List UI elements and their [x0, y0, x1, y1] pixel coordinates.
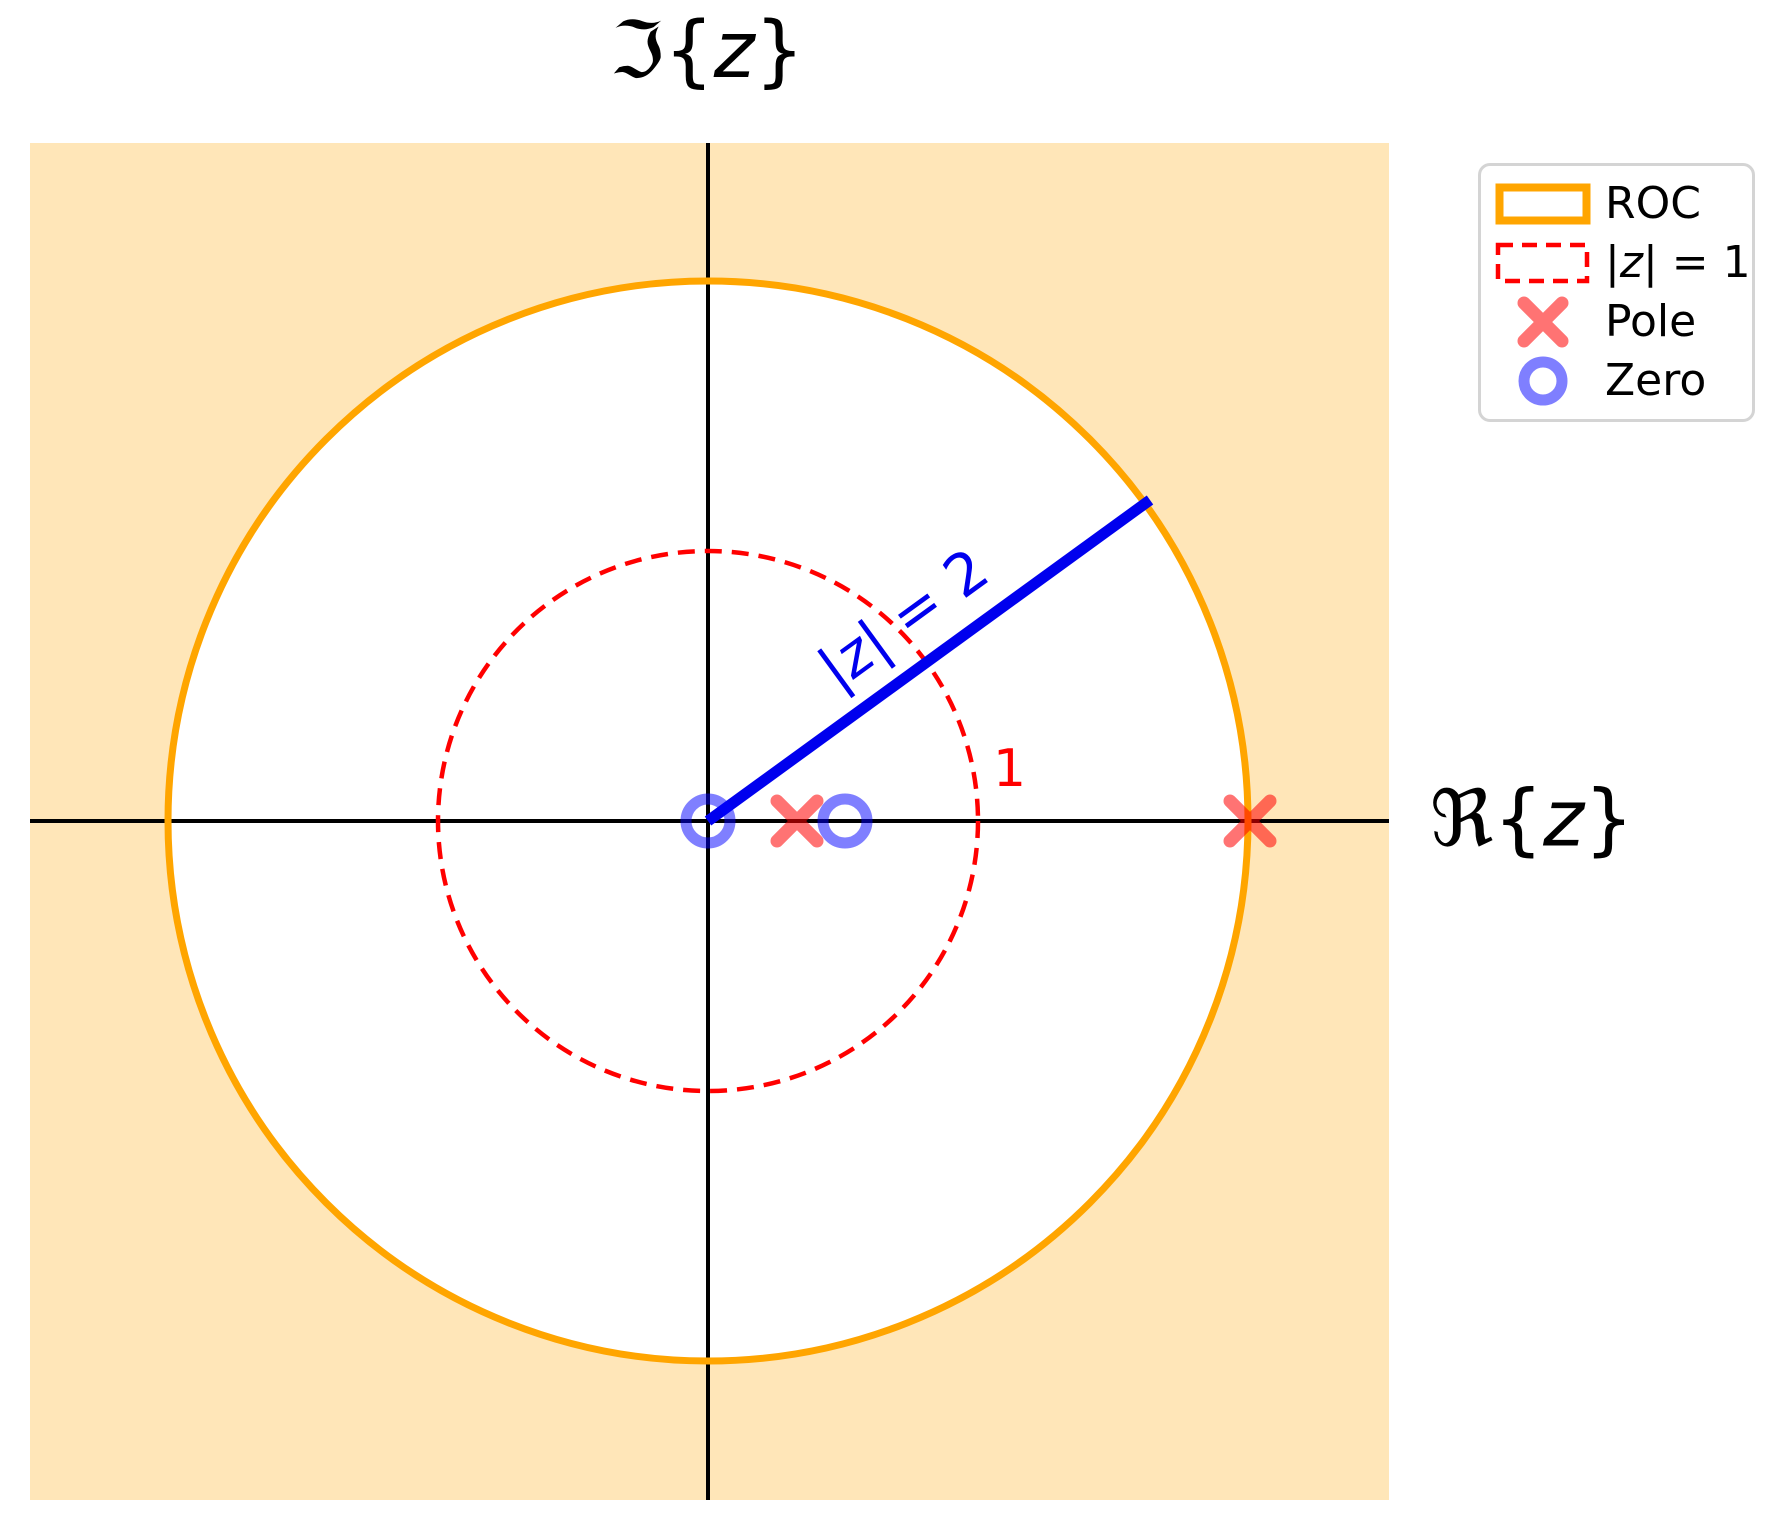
- zero-marker: [817, 793, 873, 849]
- legend-item-unit-circle: |z| = 1: [1491, 234, 1751, 292]
- legend-label: |z| = 1: [1605, 240, 1751, 285]
- unit-circle-swatch-icon: [1491, 241, 1595, 285]
- real-axis-label-pre: ℜ{: [1430, 774, 1544, 865]
- legend-item-zero: Zero: [1491, 352, 1746, 410]
- roc-swatch-icon: [1491, 183, 1595, 225]
- legend-label-pre: |: [1605, 236, 1620, 288]
- legend-label-pre: ROC: [1605, 177, 1701, 229]
- real-axis-label: ℜ{z}: [1430, 780, 1634, 858]
- zero-marker-icon: [1491, 353, 1595, 409]
- legend-item-roc: ROC: [1491, 175, 1746, 233]
- imag-axis-label: ℑ{z}: [610, 12, 805, 90]
- legend-label: Pole: [1605, 300, 1696, 344]
- pole-marker-icon: [1491, 294, 1595, 350]
- legend: ROC |z| = 1 Pole Zer: [1478, 163, 1755, 422]
- imag-axis-label-post: }: [754, 6, 805, 96]
- zero-marker: [680, 793, 736, 849]
- legend-label-pre: Zero: [1605, 355, 1707, 407]
- unit-circle: [435, 548, 981, 1094]
- real-axis-label-var: z: [1543, 774, 1585, 865]
- unit-circle-radius-label: 1: [993, 739, 1026, 799]
- imag-axis-label-pre: ℑ{: [609, 6, 714, 96]
- legend-label-var: z: [1619, 236, 1643, 288]
- legend-label: Zero: [1605, 359, 1706, 403]
- legend-item-pole: Pole: [1491, 293, 1746, 351]
- imag-axis-label-var: z: [713, 6, 755, 96]
- legend-label: ROC: [1605, 181, 1701, 226]
- legend-label-post: | = 1: [1642, 236, 1751, 288]
- pole-marker: [1223, 794, 1277, 848]
- pole-marker: [770, 794, 824, 848]
- radius-line: [704, 495, 1154, 826]
- real-axis-label-post: }: [1584, 774, 1634, 865]
- legend-label-pre: Pole: [1605, 296, 1697, 348]
